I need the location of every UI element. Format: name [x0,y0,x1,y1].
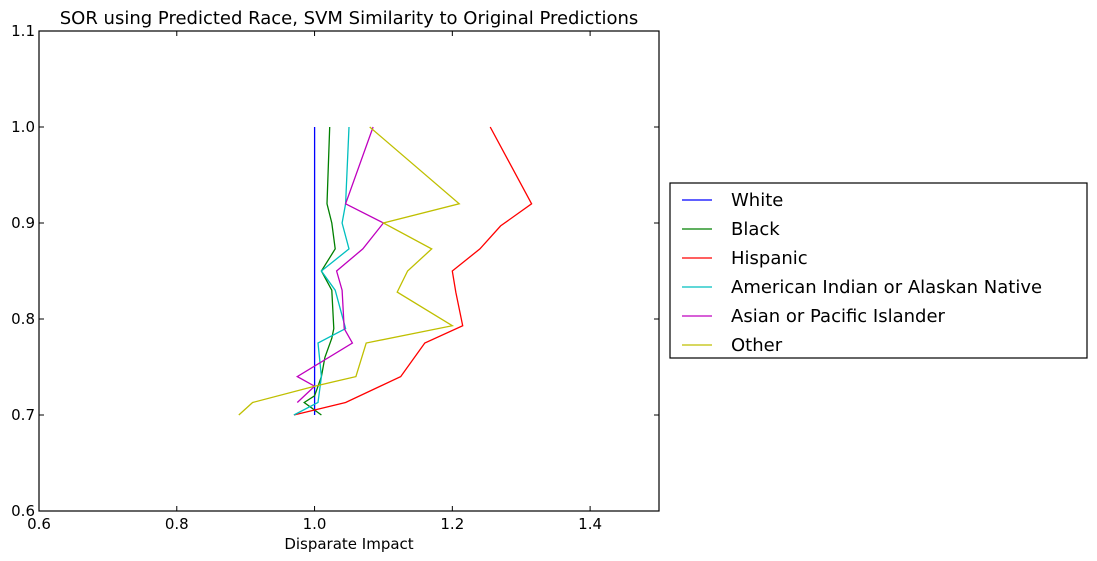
x-tick-label: 1.0 [303,515,327,533]
plot-area-frame [38,30,660,512]
legend-label: Black [731,219,780,240]
series-line-2 [293,126,533,416]
y-tick-label: 1.1 [11,22,35,40]
ticks-layer: 0.6 0.8 1.0 1.2 1.4 0.6 0.7 0.8 0.9 1.0 1.1 [11,22,659,533]
x-tick-label: 0.6 [27,515,51,533]
x-tick-label: 1.2 [440,515,464,533]
y-tick-label: 1.0 [11,118,35,136]
legend-label: Hispanic [731,248,808,269]
y-tick-label: 0.7 [11,406,35,424]
series-line-1 [303,126,336,416]
legend-label: Asian or Pacific Islander [731,306,946,327]
legend-label: Other [731,335,783,356]
x-axis-label: Disparate Impact [284,535,413,553]
x-tick-label: 0.8 [165,515,189,533]
legend-label: American Indian or Alaskan Native [731,277,1042,298]
y-tick-label: 0.9 [11,214,35,232]
series-line-3 [293,126,350,416]
y-tick-label: 0.8 [11,310,35,328]
chart-title: SOR using Predicted Race, SVM Similarity… [60,8,639,29]
series-line-5 [238,126,461,416]
legend-frame [669,182,1088,359]
legend: White Black Hispanic American Indian or Ala… [669,182,1088,359]
series-layer [238,126,533,416]
legend-label: White [731,190,783,211]
x-tick-label: 1.4 [578,515,602,533]
series-line-4 [296,126,385,403]
y-tick-label: 0.6 [11,502,35,520]
